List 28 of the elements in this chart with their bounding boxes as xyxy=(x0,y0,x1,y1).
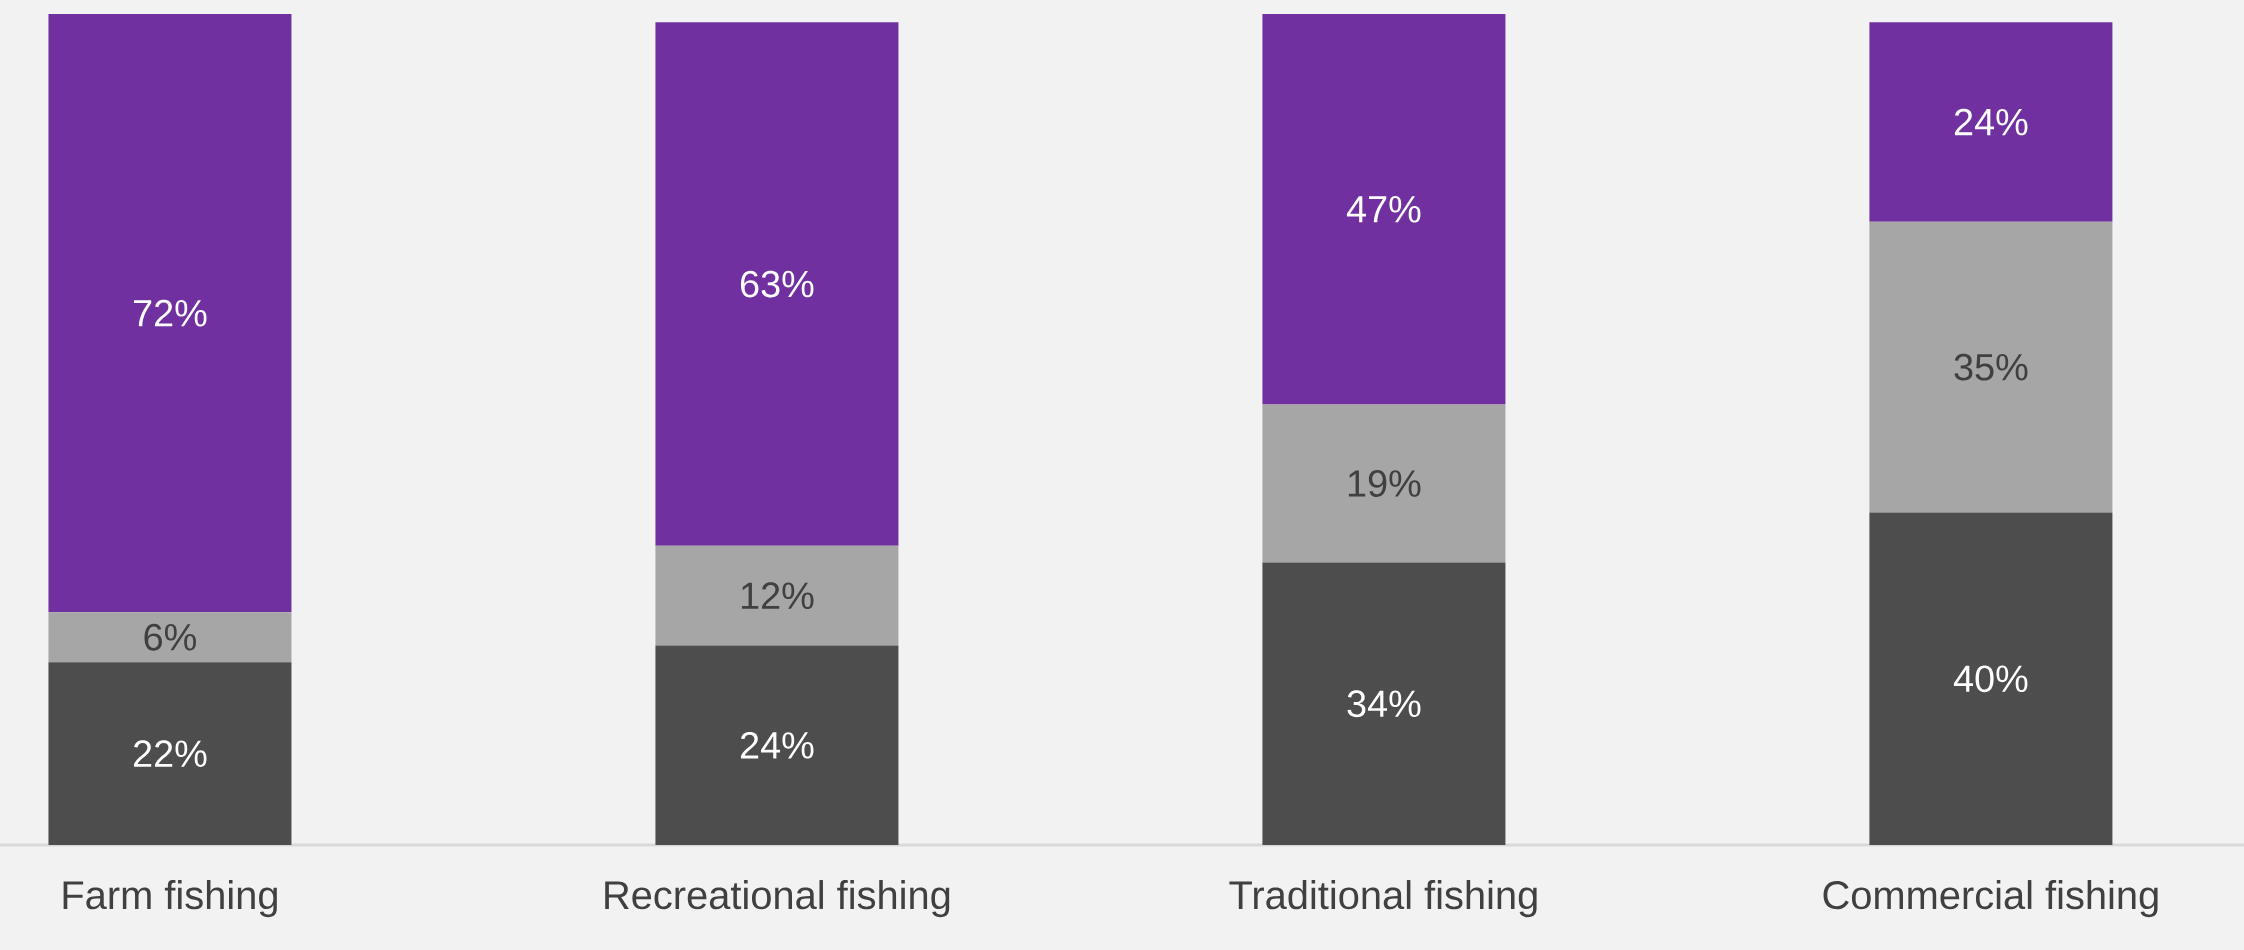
data-label: 6% xyxy=(144,623,196,651)
x-tick-label: Recreational fishing xyxy=(605,880,950,918)
data-label: 63% xyxy=(740,270,814,298)
bar xyxy=(655,22,899,546)
data-label: 19% xyxy=(1348,470,1421,497)
bar xyxy=(1262,13,1506,405)
data-label: 22% xyxy=(133,740,207,767)
bar xyxy=(655,545,899,646)
bar xyxy=(1869,512,2113,845)
data-label: 12% xyxy=(741,582,814,610)
bar xyxy=(1262,562,1506,845)
data-label: 24% xyxy=(1954,108,2028,136)
data-label: 35% xyxy=(1954,353,2028,381)
bar xyxy=(48,13,292,613)
x-tick-label: Farm fishing xyxy=(63,880,277,918)
bar xyxy=(48,612,292,663)
x-tick-label: Commercial fishing xyxy=(1823,880,2158,918)
x-tick-label: Traditional fishing xyxy=(1229,880,1537,918)
data-label: 40% xyxy=(1953,665,2028,693)
bar xyxy=(655,645,899,845)
data-label: 34% xyxy=(1347,690,1421,718)
data-label: 24% xyxy=(740,731,814,759)
bar xyxy=(1262,404,1506,563)
bar xyxy=(1869,22,2113,222)
bar xyxy=(48,662,292,845)
data-label: 72% xyxy=(134,299,207,327)
bar xyxy=(1869,221,2113,513)
data-label: 47% xyxy=(1346,196,1421,223)
